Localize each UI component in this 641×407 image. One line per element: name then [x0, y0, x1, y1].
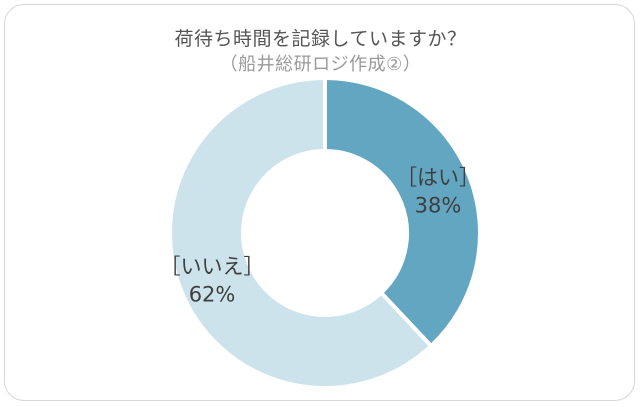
donut-slice-1 [168, 75, 434, 390]
chart-subtitle: （船井総研ロジ作成②） [219, 54, 422, 75]
slice-label-0: ［はい］ [396, 165, 480, 189]
slice-label-1: ［いいえ］ [160, 255, 265, 279]
slice-value-label-0: 38% [415, 193, 462, 217]
slice-value-label-1: 62% [189, 283, 236, 307]
donut-slice-0 [323, 75, 482, 349]
donut-slices [168, 75, 482, 390]
chart-title: 荷待ち時間を記録していますか？ [174, 28, 467, 50]
donut-labels: ［はい］ 38% ［いいえ］ 62% [160, 165, 480, 306]
